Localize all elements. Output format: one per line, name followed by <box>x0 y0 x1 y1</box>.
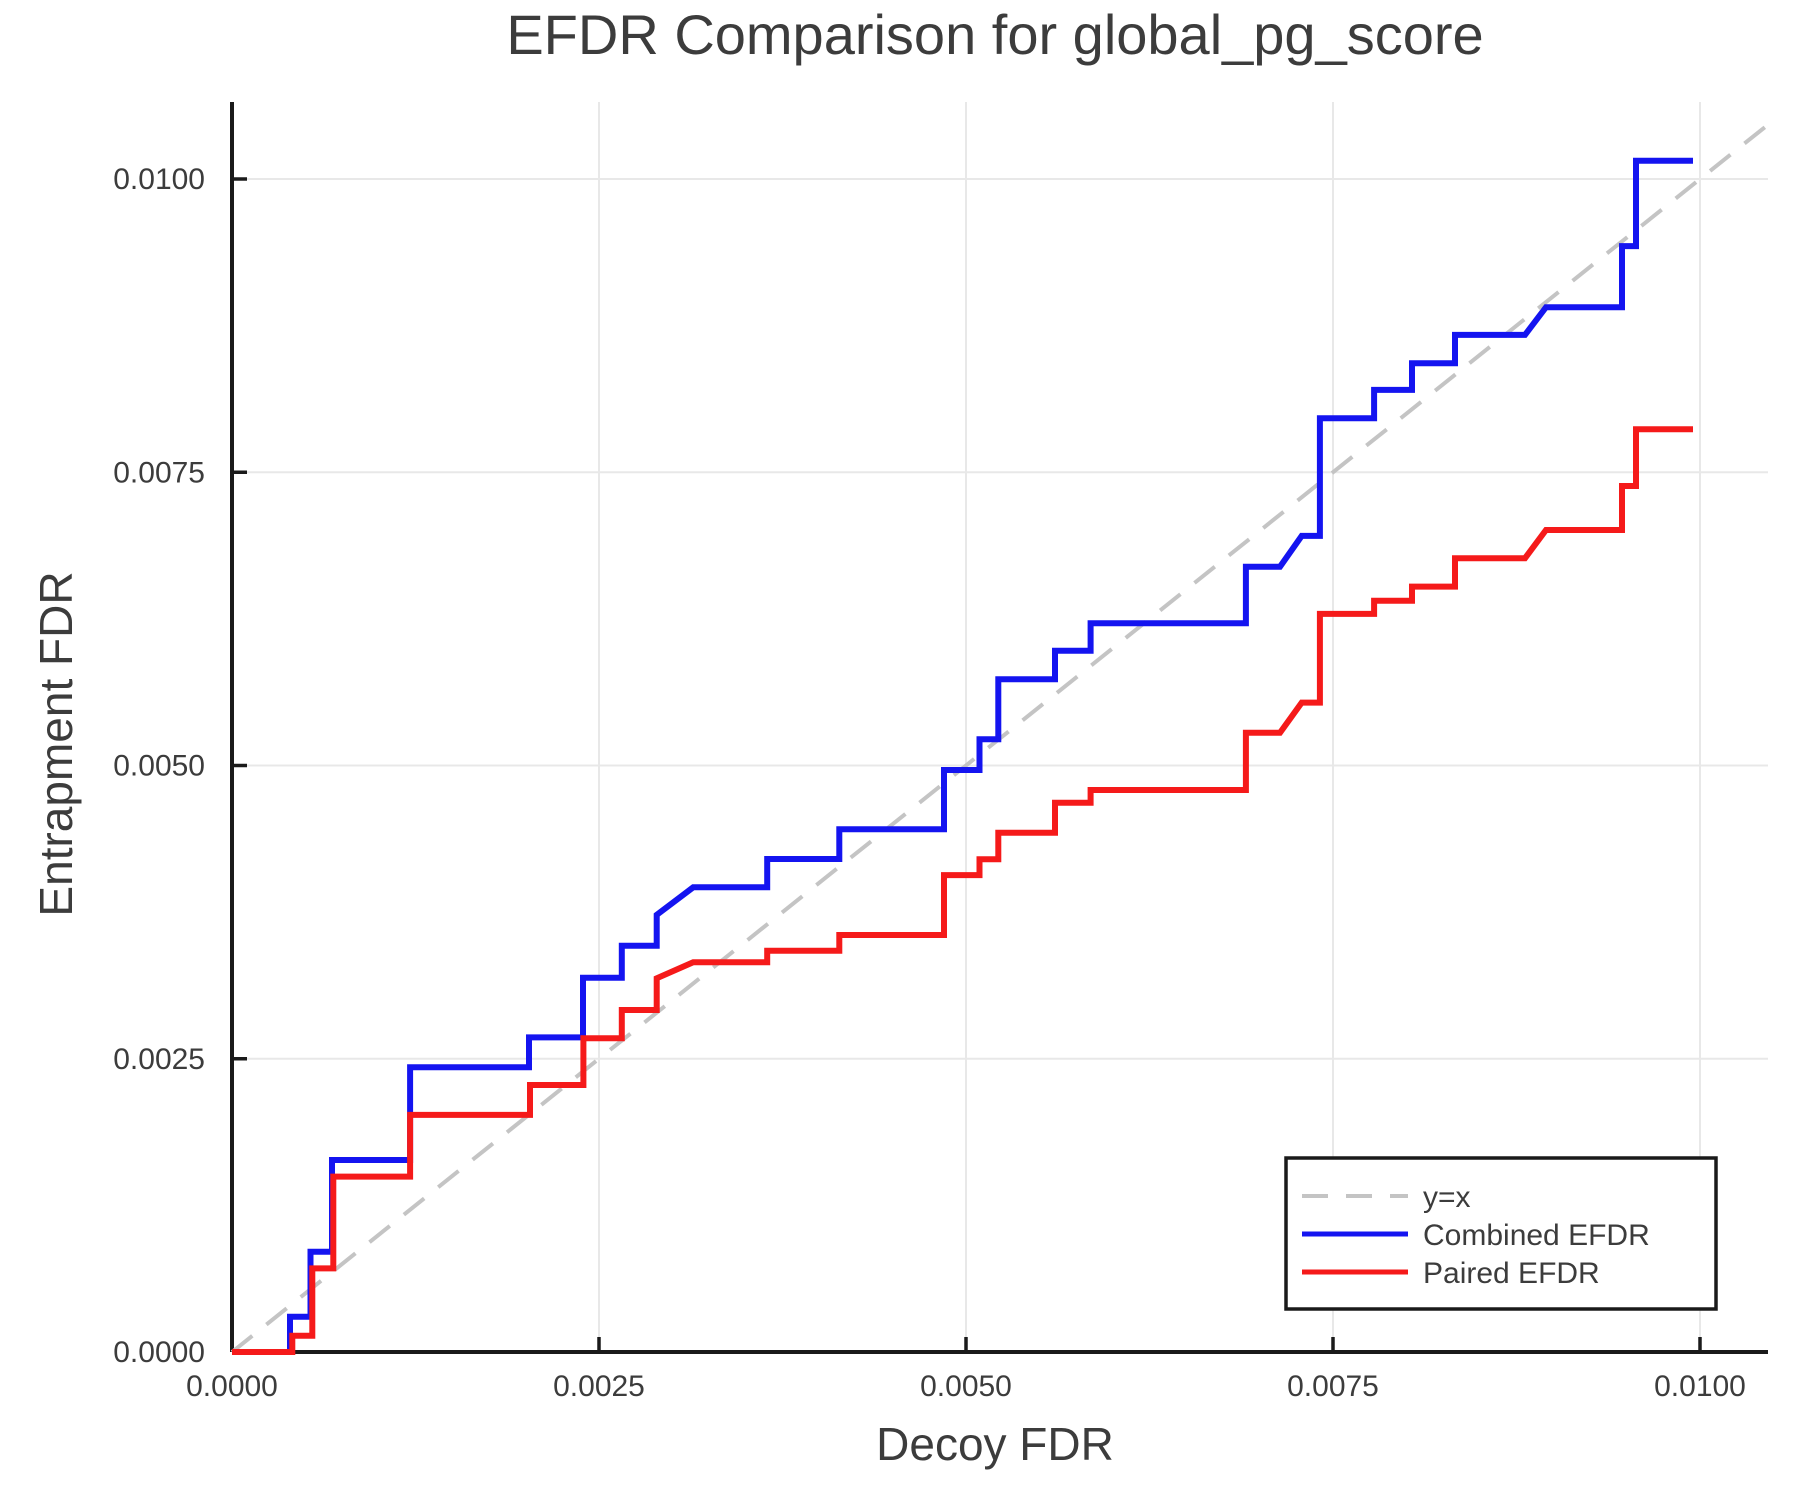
y-tick-label: 0.0000 <box>113 1336 205 1369</box>
legend-label-1: y=x <box>1423 1181 1471 1214</box>
y-tick-label: 0.0100 <box>113 163 205 196</box>
y-tick-label: 0.0025 <box>113 1043 205 1076</box>
axes-spines <box>230 102 1768 1354</box>
gridlines <box>232 102 1768 1352</box>
series-lines <box>230 123 1770 1355</box>
chart-title: EFDR Comparison for global_pg_score <box>506 3 1483 66</box>
x-axis-label: Decoy FDR <box>876 1418 1114 1470</box>
y-tick-label: 0.0075 <box>113 456 205 489</box>
legend-label-2: Combined EFDR <box>1423 1219 1650 1252</box>
legend: y=x Combined EFDR Paired EFDR <box>1284 1156 1718 1311</box>
x-tick-label: 0.0075 <box>1287 1370 1379 1403</box>
tick-labels: 0.0000 0.0025 0.0050 0.0075 0.0100 0.0000 0.00… <box>113 163 1746 1403</box>
y-tick-label: 0.0050 <box>113 750 205 783</box>
x-tick-label: 0.0025 <box>553 1370 645 1403</box>
y-axis-label: Entrapment FDR <box>30 571 82 916</box>
legend-label-3: Paired EFDR <box>1423 1257 1600 1290</box>
series-paired-efdr <box>232 426 1693 1355</box>
x-tick-label: 0.0050 <box>920 1370 1012 1403</box>
x-tick-label: 0.0000 <box>186 1370 278 1403</box>
x-tick-label: 0.0100 <box>1654 1370 1746 1403</box>
series-combined-efdr <box>232 157 1693 1355</box>
